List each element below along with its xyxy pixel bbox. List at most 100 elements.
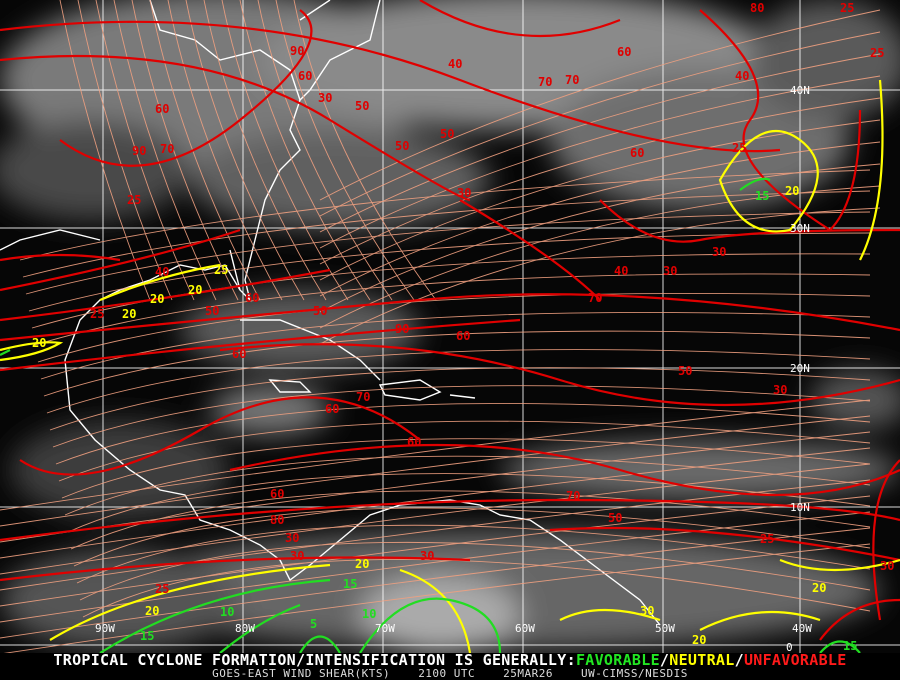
unfavorable-shear-contour (0, 54, 471, 202)
streamline (76, 524, 871, 584)
streamline (319, 97, 881, 265)
legend-slash: / (659, 651, 670, 669)
streamline (67, 473, 871, 533)
streamline (319, 141, 881, 297)
legend-favorable: FAVORABLE (575, 651, 660, 669)
latitude-label: 30N (790, 222, 810, 235)
red-contour-label: 70 (588, 291, 602, 305)
red-contour-label: 25 (840, 1, 854, 15)
streamline (0, 399, 871, 511)
unfavorable-shear-contour (0, 20, 781, 153)
legend-unfavorable: UNFAVORABLE (743, 651, 847, 669)
favorable-shear-contour (299, 635, 341, 653)
longitude-label: 40W (792, 622, 812, 635)
unfavorable-shear-contour (0, 293, 900, 342)
streamline (52, 385, 871, 448)
grid-labels: 90W 80W 70W 60W 50W 40W 40N 30N 20N 10N 0 (95, 84, 812, 653)
red-contour-label: 80 (270, 513, 284, 527)
streamline (319, 207, 881, 345)
neutral-shear-contour (718, 129, 819, 233)
product-name: GOES-EAST WIND SHEAR(KTS) (212, 667, 391, 680)
yellow-contour-label: 20 (122, 307, 136, 321)
streamline (0, 511, 871, 623)
legend-footer: TROPICAL CYCLONE FORMATION/INTENSIFICATI… (0, 653, 900, 680)
longitude-label: 80W (235, 622, 255, 635)
red-contour-label: 50 (440, 127, 454, 141)
streamline (58, 420, 871, 482)
satellite-map: 90W 80W 70W 60W 50W 40W 40N 30N 20N 10N 0 90 60 50 30… (0, 0, 900, 653)
red-contour-label: 60 (325, 402, 339, 416)
streamline (319, 31, 881, 217)
longitude-label: 70W (375, 622, 395, 635)
neutral-shear-contour (699, 610, 821, 631)
favorable-shear-contour (99, 578, 331, 653)
streamline (257, 0, 393, 301)
yellow-contour-label: 20 (145, 604, 159, 618)
unfavorable-shear-contour (872, 459, 900, 621)
coastline (268, 379, 312, 393)
red-contour-label: 40 (614, 264, 628, 278)
unfavorable-shear-contour (599, 199, 900, 243)
red-contour-label: 70 (538, 75, 552, 89)
red-contour-label: 60 (298, 69, 312, 83)
coastline (449, 394, 476, 399)
unfavorable-shear-contour (0, 556, 471, 582)
streamline (73, 507, 871, 567)
red-contour-label: 50 (608, 511, 622, 525)
red-contour-label: 30 (773, 383, 787, 397)
red-contour-label: 30 (420, 549, 434, 563)
red-contour-label: 90 (395, 322, 409, 336)
product-time: 2100 UTC (418, 667, 476, 680)
streamline (49, 367, 871, 431)
unfavorable-shear-contour (549, 526, 900, 562)
product-info: GOES-EAST WIND SHEAR(KTS) 2100 UTC 25MAR26… (0, 668, 900, 680)
favorable-shear-contour (359, 597, 502, 653)
red-contour-label: 60 (407, 435, 421, 449)
formation-legend: TROPICAL CYCLONE FORMATION/INTENSIFICATI… (0, 653, 900, 668)
red-contour-label: 25 (90, 307, 104, 321)
coastline (378, 379, 442, 401)
favorable-shear-contour (0, 349, 11, 356)
unfavorable-shear-contour (0, 253, 121, 262)
unfavorable-shear-contour (229, 443, 900, 497)
streamline (77, 0, 173, 301)
longitude-label: 60W (515, 622, 535, 635)
green-contour-label: 10 (362, 607, 376, 621)
lat-lon-grid (0, 0, 900, 653)
latitude-label: 0 (786, 641, 793, 653)
streamline (31, 253, 871, 329)
red-contour-label: 25 (155, 582, 169, 596)
red-contour-label: 40 (155, 265, 169, 279)
streamline (0, 479, 871, 591)
unfavorable-shear-contour (459, 199, 601, 301)
red-contour-label: 70 (160, 142, 174, 156)
favorable-shear-contour (739, 177, 771, 191)
red-contour-label: 50 (355, 99, 369, 113)
streamline (319, 9, 881, 201)
streamline (0, 527, 871, 639)
red-contour-label: 70 (356, 390, 370, 404)
red-contour-label: 50 (395, 139, 409, 153)
product-date: 25MAR26 (503, 667, 554, 680)
yellow-contour-label: 20 (785, 184, 799, 198)
streamline (203, 0, 327, 301)
streamline (319, 53, 881, 233)
neutral-shear-contour (859, 79, 884, 261)
streamline (0, 447, 871, 559)
streamline (0, 495, 871, 607)
red-contour-label: 60 (270, 487, 284, 501)
red-contour-label: 25 (760, 532, 774, 546)
streamline (131, 0, 239, 301)
yellow-contour-label: 20 (355, 557, 369, 571)
red-contour-label: 25 (732, 141, 746, 155)
streamline (221, 0, 349, 301)
red-contour-label: 40 (735, 69, 749, 83)
unfavorable-shear-contour (0, 228, 241, 292)
streamline (95, 0, 195, 301)
streamline (275, 0, 415, 301)
longitude-label: 50W (655, 622, 675, 635)
red-contour-label: 60 (245, 291, 259, 305)
red-contour-label: 50 (313, 304, 327, 318)
unfavorable-shear-contour (0, 498, 900, 542)
